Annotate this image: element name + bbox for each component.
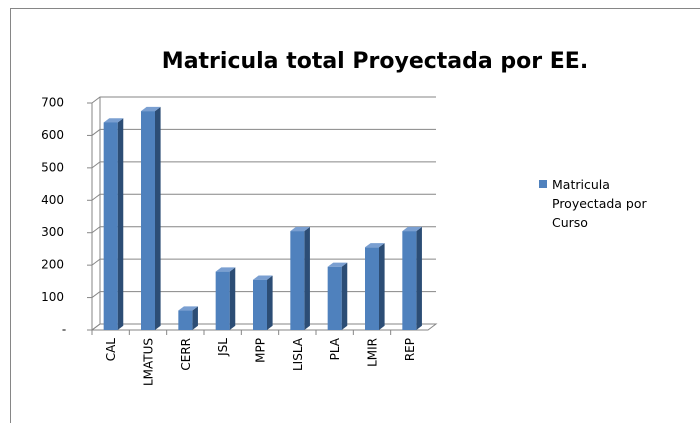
bar-side <box>416 226 422 330</box>
bar-side <box>192 306 198 330</box>
y-tick-label: 600 <box>41 128 64 142</box>
bar-front <box>327 266 342 330</box>
x-tick-label: LMIR <box>366 338 380 367</box>
x-tick-label: CAL <box>104 338 118 362</box>
bar-top <box>253 275 273 280</box>
x-tick-label: REP <box>403 338 417 361</box>
grid-line <box>91 226 436 234</box>
bar-top <box>141 106 161 112</box>
bar <box>103 118 124 330</box>
bar-side <box>341 262 348 330</box>
x-tick-label: PLA <box>328 337 342 360</box>
grid-line <box>91 96 436 104</box>
bar-front <box>141 111 155 330</box>
bar-top <box>103 118 124 123</box>
y-tick-label: 200 <box>41 258 64 272</box>
grid-line <box>91 128 436 136</box>
bar-front <box>290 231 305 330</box>
bar <box>290 226 310 330</box>
x-tick-label: CERR <box>179 338 193 371</box>
bar-side <box>304 226 310 330</box>
bar-front <box>215 271 230 330</box>
x-tick-label: LISLA <box>291 337 305 371</box>
bar-side <box>155 106 161 331</box>
y-tick-label: 700 <box>41 96 64 110</box>
bar-side <box>267 275 273 330</box>
bar-top <box>327 262 348 267</box>
x-tick-label: JSL <box>216 338 230 357</box>
bar-top <box>402 226 422 232</box>
bar-top <box>178 306 198 311</box>
bar-front <box>402 231 417 330</box>
chart-title: Matricula total Proyectada por EE. <box>162 49 588 74</box>
x-tick-label: LMATUS <box>142 338 156 386</box>
bar <box>215 267 236 330</box>
y-tick-label: - <box>62 323 66 337</box>
bar-top <box>290 226 310 232</box>
bar-front <box>103 122 118 330</box>
bar-top <box>365 243 385 248</box>
bar <box>253 275 273 330</box>
x-tick-label: MPP <box>254 338 268 363</box>
bar <box>141 106 161 331</box>
y-tick-label: 400 <box>41 193 64 207</box>
legend: Matricula Proyectada por Curso <box>539 175 652 232</box>
grid-line <box>91 161 436 169</box>
y-tick-label: 500 <box>41 160 64 174</box>
grid-line <box>91 323 436 331</box>
bar-side <box>379 243 385 330</box>
y-tick-label: 100 <box>41 290 64 304</box>
bar <box>178 306 198 330</box>
bar-side <box>117 118 124 330</box>
legend-swatch <box>539 180 547 188</box>
grid-line <box>91 258 436 266</box>
bar <box>365 243 385 330</box>
bar-side <box>229 267 236 330</box>
bar-front <box>253 279 267 330</box>
bar-front <box>178 310 193 330</box>
grid-line <box>91 193 436 201</box>
bar-top <box>215 267 236 272</box>
chart-border <box>10 8 700 423</box>
bar-front <box>365 247 379 330</box>
legend-label: Matricula Proyectada por Curso <box>552 177 647 230</box>
y-tick-label: 300 <box>41 225 64 239</box>
grid-line <box>91 291 436 298</box>
bar <box>402 226 422 330</box>
bar <box>327 262 348 330</box>
